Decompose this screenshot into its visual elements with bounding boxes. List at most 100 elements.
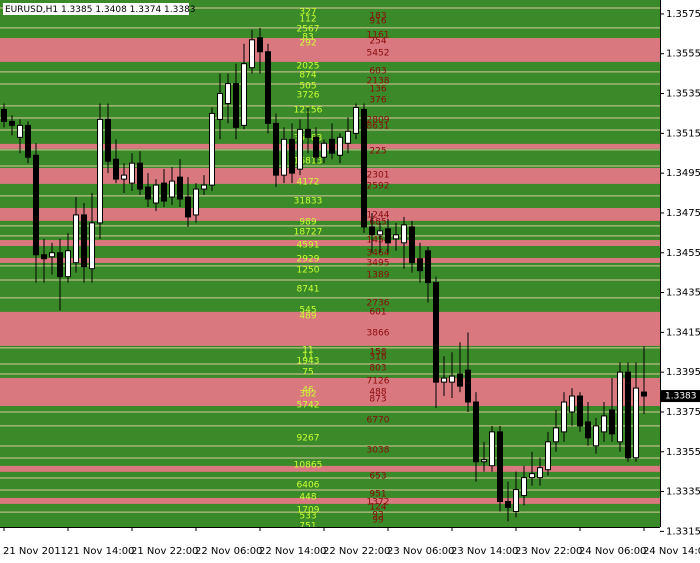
buy-volume-label: 751: [299, 522, 316, 532]
buy-volume-label: 292: [299, 38, 316, 48]
sell-volume-label: 225: [369, 146, 386, 156]
candle-body: [97, 118, 103, 224]
sell-volume-label: 803: [369, 363, 386, 373]
candle-body: [193, 188, 199, 216]
candle-body: [233, 83, 239, 128]
sell-volume-label: 653: [369, 471, 386, 481]
candle-body: [25, 124, 31, 158]
volume-zone: [0, 377, 660, 406]
buy-volume-label: 6406: [297, 481, 320, 491]
candle-body: [617, 371, 623, 443]
buy-volume-label: 448: [299, 492, 316, 502]
volume-zone: [0, 240, 660, 246]
volume-zone: [0, 465, 660, 472]
sell-volume-label: 1389: [367, 271, 390, 281]
sell-volume-label: 601: [369, 307, 386, 317]
sell-volume-label: 5452: [367, 48, 390, 58]
candle-body: [289, 138, 295, 174]
candle-body: [89, 222, 95, 270]
candle-body: [497, 431, 503, 503]
candle-body: [513, 489, 519, 512]
candle-body: [473, 401, 479, 463]
y-tick-label: 1.3355: [666, 447, 700, 458]
candle-body: [585, 421, 591, 439]
candle-body: [489, 431, 495, 467]
candle-body: [225, 83, 231, 104]
candle-body: [433, 282, 439, 383]
x-tick-label: 23 Nov 14:00: [451, 546, 518, 557]
candle-body: [593, 425, 599, 447]
candle-body: [449, 375, 455, 383]
buy-volume-label: 16813: [294, 157, 323, 167]
sell-volume-label: 318: [369, 353, 386, 363]
candle-body: [409, 226, 415, 264]
sell-volume-label: 99: [372, 516, 384, 526]
buy-volume-label: 989: [299, 217, 316, 227]
candle-body: [105, 118, 111, 162]
candle-body: [153, 184, 159, 204]
sell-volume-label: 873: [369, 395, 386, 405]
buy-volume-label: 545: [299, 305, 316, 315]
volume-zone: [0, 311, 660, 346]
x-tick-label: 22 Nov 14:00: [259, 546, 326, 557]
candle-body: [217, 93, 223, 120]
buy-volume-label: 75: [302, 367, 313, 377]
x-tick-label: 24 Nov 06:00: [579, 546, 646, 557]
candle-body: [169, 180, 175, 198]
sell-volume-label: 2138: [367, 77, 390, 87]
buy-volume-label: 327: [299, 7, 316, 17]
candle-body: [569, 395, 575, 413]
x-tick-label: 22 Nov 22:00: [323, 546, 390, 557]
candle-body: [257, 37, 263, 53]
buy-volume-label: 5742: [297, 401, 320, 411]
buy-volume-label: 83: [302, 33, 313, 43]
candle-body: [241, 63, 247, 126]
candle-body: [329, 138, 335, 154]
candle-body: [129, 162, 135, 184]
candle-body: [425, 250, 431, 284]
buy-volume-label: 4591: [297, 240, 320, 250]
candle-body: [209, 112, 215, 186]
x-tick-label: 21 Nov 22:00: [131, 546, 198, 557]
candle-body: [145, 186, 151, 200]
sell-volume-label: 93: [372, 510, 383, 520]
candle-body: [337, 136, 343, 156]
buy-volume-label: 874: [299, 71, 316, 81]
sell-volume-label: 2809: [367, 116, 390, 126]
title-box: [3, 3, 189, 15]
buy-volume-label: 1709: [297, 505, 320, 515]
buy-volume-label: 18727: [294, 227, 323, 237]
y-tick-label: 1.3315: [666, 526, 700, 537]
buy-volume-label: 533: [299, 511, 316, 521]
volume-zone: [0, 207, 660, 221]
sell-volume-label: 8631: [367, 121, 390, 131]
candle-body: [265, 51, 271, 124]
sell-volume-label: 136: [369, 84, 386, 94]
sell-volume-label: 1161: [367, 30, 390, 40]
candle-body: [249, 39, 255, 69]
candle-body: [601, 415, 607, 433]
candle-body: [641, 391, 647, 397]
candle-body: [417, 258, 423, 272]
candle-body: [273, 122, 279, 176]
buy-volume-label: 8741: [297, 284, 320, 294]
sell-volume-label: 1372: [367, 497, 390, 507]
sell-volume-label: 603: [369, 66, 386, 76]
chart-title: EURUSD,H1 1.3385 1.3408 1.3374 1.3383: [5, 5, 196, 15]
x-tick-label: 24 Nov 14:00: [643, 546, 700, 557]
candle-body: [353, 106, 359, 134]
sell-volume-label: 685: [369, 217, 386, 227]
candle-body: [609, 409, 615, 435]
x-tick-label: 21 Nov 14:00: [67, 546, 134, 557]
candle-body: [9, 120, 15, 126]
y-tick-label: 1.3555: [666, 49, 700, 60]
candle-body: [481, 459, 487, 463]
candle-body: [457, 373, 463, 387]
candle-body: [49, 252, 55, 258]
volume-zone: [0, 497, 660, 504]
x-tick-label: 23 Nov 06:00: [387, 546, 454, 557]
buy-volume-label: 31833: [294, 197, 323, 207]
candle-body: [41, 254, 47, 260]
buy-volume-label: 505: [299, 81, 316, 91]
